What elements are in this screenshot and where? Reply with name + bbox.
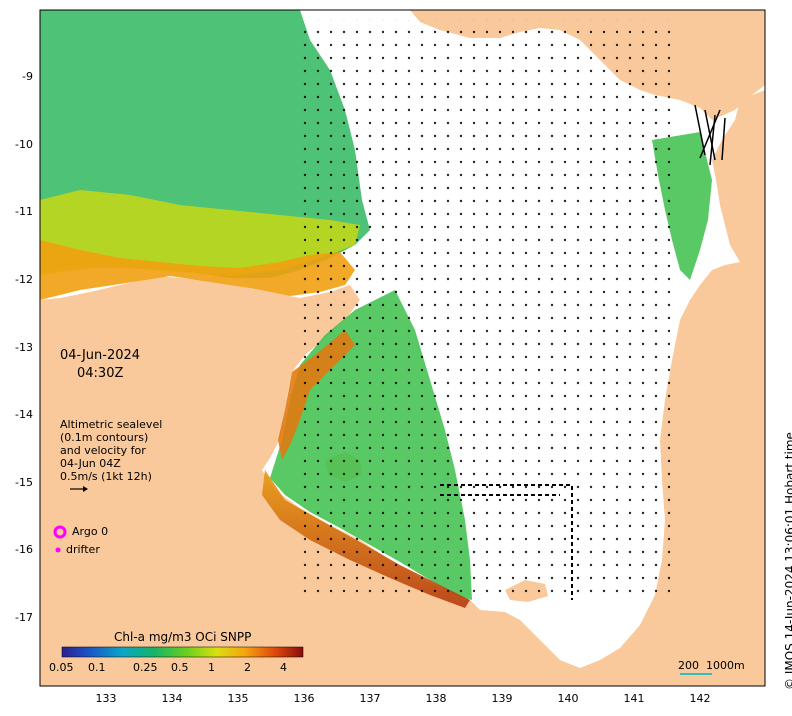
lon-label: 134 — [161, 692, 183, 705]
lat-label: -11 — [15, 205, 33, 218]
legend-velocity-arrowhead-icon — [83, 486, 88, 492]
lon-label: 141 — [623, 692, 645, 705]
lat-label: -12 — [15, 273, 33, 286]
lat-label: -14 — [15, 408, 33, 421]
velocity-field — [300, 20, 680, 600]
land-northern-territory — [40, 262, 765, 686]
lon-label: 136 — [293, 692, 315, 705]
colorbar-tick: 1 — [208, 661, 215, 674]
plot-border — [39, 9, 766, 687]
map-date: 04-Jun-2024 — [60, 348, 141, 363]
lat-label: -10 — [15, 138, 33, 151]
colorbar-tick: 0.1 — [88, 661, 106, 674]
colorbar-gradient — [61, 646, 304, 658]
lat-label: -13 — [15, 341, 33, 354]
sealevel-note-line: 0.5m/s (1kt 12h) — [60, 470, 152, 483]
sealevel-note-line: and velocity for — [60, 444, 146, 457]
lat-label: -16 — [15, 543, 33, 556]
lon-label: 138 — [425, 692, 447, 705]
map-time: 04:30Z — [77, 366, 124, 381]
credit-text: © IMOS 14-Jun-2024 13:06:01 Hobart time — [783, 432, 792, 690]
drifter-marker-icon — [55, 547, 61, 553]
velocity-path — [440, 484, 573, 600]
scale-bar-label: 200 1000m — [678, 659, 745, 672]
lon-label: 137 — [359, 692, 381, 705]
chl-coast-orange-north — [40, 240, 355, 300]
colorbar — [61, 646, 304, 658]
argo-label: Argo 0 — [72, 525, 109, 538]
colorbar-tick: 0.25 — [133, 661, 158, 674]
sealevel-note-line: 04-Jun 04Z — [60, 457, 121, 470]
argo-marker-icon — [53, 525, 67, 539]
lon-label: 135 — [227, 692, 249, 705]
colorbar-tick: 0.5 — [171, 661, 189, 674]
lat-label: -9 — [22, 70, 33, 83]
colorbar-tick: 2 — [244, 661, 251, 674]
lat-label: -15 — [15, 476, 33, 489]
drifter-label: drifter — [66, 543, 100, 556]
colorbar-tick: 4 — [280, 661, 287, 674]
colorbar-tick: 0.05 — [49, 661, 74, 674]
lon-label: 133 — [95, 692, 117, 705]
lon-label: 142 — [689, 692, 711, 705]
land-east — [712, 90, 765, 280]
sealevel-note-line: (0.1m contours) — [60, 431, 149, 444]
velocity-cluster — [694, 104, 726, 166]
lon-label: 140 — [557, 692, 579, 705]
lon-label: 139 — [491, 692, 513, 705]
chl-swath-north-yellow — [40, 190, 360, 276]
colorbar-title: Chl-a mg/m3 OCi SNPP — [114, 630, 252, 644]
sealevel-note-line: Altimetric sealevel — [60, 418, 163, 431]
lat-label: -17 — [15, 611, 33, 624]
